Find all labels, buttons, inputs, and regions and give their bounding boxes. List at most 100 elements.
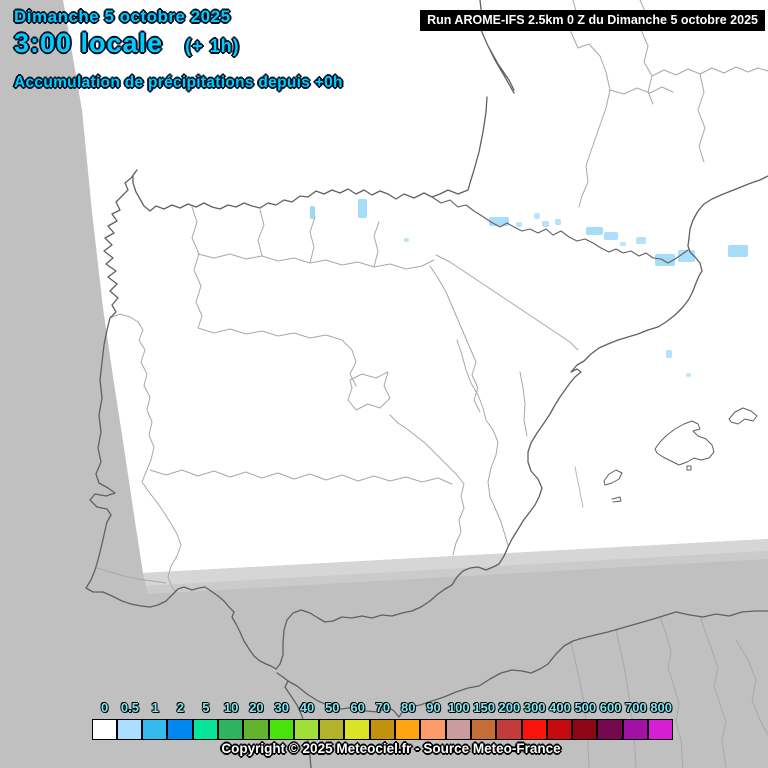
local-time-label: 3:00 locale	[14, 28, 164, 58]
border-iberian-system	[429, 265, 481, 413]
colorbar-value: 0	[101, 700, 109, 715]
coast-mallorca	[654, 420, 715, 466]
colorbar-color-cell	[546, 719, 573, 740]
colorbar-value: 10	[223, 700, 239, 715]
colorbar-color-cell	[142, 719, 168, 740]
precipitation-spot	[655, 254, 675, 266]
colorbar-step: 500	[572, 699, 598, 740]
coast-iberia-france	[85, 96, 768, 670]
colorbar-color-cell	[268, 719, 294, 740]
colorbar-step: 10	[217, 699, 244, 740]
precipitation-spot	[542, 221, 549, 227]
colorbar-value: 400	[549, 700, 571, 715]
border-castellon	[519, 371, 528, 437]
precipitation-spot	[728, 245, 748, 257]
precipitation-colorbar: 0 0.5 1 2 5 10 20 30 40 50 60 70 80 90 100 150 200 300 400…	[92, 699, 674, 740]
colorbar-step: 150	[470, 699, 497, 740]
colorbar-step: 0.5	[116, 699, 143, 740]
colorbar-value: 60	[350, 700, 365, 715]
border-basque	[373, 221, 380, 268]
colorbar-value: 90	[426, 700, 441, 715]
precipitation-spot	[516, 222, 522, 227]
precipitation-spot	[666, 350, 672, 358]
border-valencia	[456, 339, 509, 546]
colorbar-step: 30	[268, 699, 294, 740]
border-galicia	[191, 206, 203, 329]
colorbar-value: 50	[325, 700, 340, 715]
colorbar-value: 80	[400, 700, 416, 715]
colorbar-cells: 0 0.5 1 2 5 10 20 30 40 50 60 70 80 90 100 150 200 300 400…	[92, 699, 674, 740]
colorbar-step: 400	[546, 699, 573, 740]
colorbar-step: 600	[597, 699, 623, 740]
colorbar-step: 70	[369, 699, 396, 740]
copyright-label: Copyright © 2025 Meteociel.fr - Source M…	[221, 741, 561, 756]
colorbar-color-cell	[496, 719, 522, 740]
border-asturias-cantabria	[257, 209, 265, 257]
colorbar-color-cell	[521, 719, 547, 740]
colorbar-color-cell	[319, 719, 345, 740]
colorbar-value: 800	[650, 700, 673, 715]
colorbar-color-cell	[344, 719, 370, 740]
colorbar-value: 1	[151, 700, 159, 715]
colorbar-value: 20	[249, 700, 264, 715]
precipitation-spot	[636, 237, 646, 244]
border-morocco-algeria	[570, 641, 590, 768]
border-france-spain	[431, 196, 689, 264]
colorbar-value: 600	[599, 700, 622, 715]
colorbar-color-cell	[92, 719, 118, 740]
time-row: 3:00 locale (+ 1h)	[14, 28, 240, 59]
colorbar-step: 90	[420, 699, 446, 740]
colorbar-step: 80	[395, 699, 421, 740]
colorbar-step: 2	[167, 699, 193, 740]
precipitation-spot	[310, 206, 315, 219]
model-domain-area	[63, 0, 768, 573]
border-murcia	[389, 414, 465, 556]
colorbar-color-cell	[167, 719, 193, 740]
colorbar-step: 5	[192, 699, 218, 740]
precipitation-spot	[555, 219, 561, 225]
precipitation-spot	[489, 217, 509, 226]
coast-formentera	[611, 496, 622, 503]
colorbar-step: 60	[344, 699, 370, 740]
colorbar-step: 20	[243, 699, 269, 740]
border-madrid	[347, 371, 391, 411]
colorbar-color-cell	[192, 719, 218, 740]
colorbar-value: 200	[498, 700, 521, 715]
colorbar-color-cell	[572, 719, 598, 740]
colorbar-color-cell	[597, 719, 623, 740]
colorbar-value: 500	[574, 700, 597, 715]
border-france-5	[697, 73, 706, 163]
colorbar-value: 40	[299, 700, 315, 715]
border-andalucia-north	[149, 469, 453, 485]
colorbar-step: 50	[319, 699, 345, 740]
coast-cabrera	[686, 465, 692, 471]
border-cantabria-basque	[309, 216, 316, 264]
colorbar-step: 800	[648, 699, 674, 740]
border-castilla-leon	[197, 327, 357, 387]
border-ebro-valley	[435, 254, 579, 351]
coast-ibiza	[603, 469, 623, 486]
border-algeria-3	[699, 615, 727, 768]
colorbar-color-cell	[622, 719, 649, 740]
admin-borders-layer	[96, 0, 768, 768]
colorbar-step: 700	[622, 699, 649, 740]
colorbar-step: 0	[92, 699, 118, 740]
colorbar-value: 100	[447, 700, 470, 715]
border-france-2	[609, 86, 674, 95]
border-spain-portugal	[109, 313, 182, 593]
colorbar-value: 0.5	[120, 700, 139, 715]
domain-edge-fade	[143, 539, 768, 586]
colorbar-color-cell	[243, 719, 269, 740]
border-north-regions	[197, 253, 435, 270]
domain-edge-fade-2	[146, 551, 768, 594]
forecast-offset-label: (+ 1h)	[185, 36, 240, 56]
border-algeria-1	[615, 629, 637, 768]
precipitation-spot	[404, 238, 409, 242]
colorbar-color-cell	[395, 719, 421, 740]
colorbar-color-cell	[369, 719, 396, 740]
model-run-label: Run AROME-IFS 2.5km 0 Z du Dimanche 5 oc…	[420, 10, 765, 31]
parameter-label: Accumulation de précipitations depuis +0…	[14, 74, 343, 91]
colorbar-color-cell	[293, 719, 320, 740]
